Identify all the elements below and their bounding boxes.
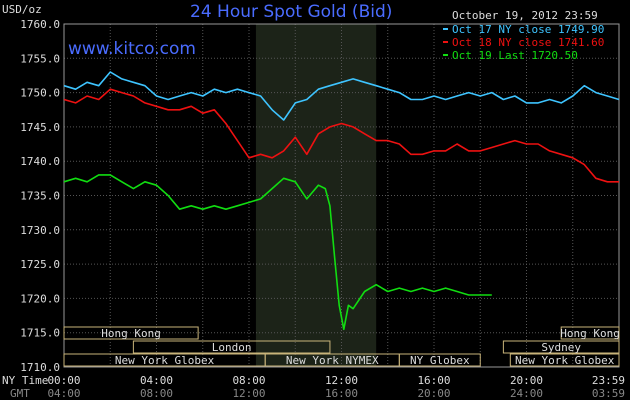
series-line-oct-19: [63, 174, 492, 331]
session-box: [132, 340, 331, 354]
y-axis-label: USD/oz: [2, 3, 42, 16]
ny-time-row-label: NY Time: [2, 374, 48, 387]
session-box: [509, 353, 620, 367]
x-tick-label-gmt: 24:00: [510, 387, 543, 400]
y-tick-label: 1745.0: [20, 121, 60, 134]
x-tick-label-gmt: 20:00: [417, 387, 450, 400]
session-label: Hong Kong: [101, 327, 161, 340]
date-label: October 19, 2012 23:59: [452, 9, 598, 22]
y-tick-label: 1750.0: [20, 87, 60, 100]
session-label: Hong Kong: [560, 327, 620, 340]
chart-title: 24 Hour Spot Gold (Bid): [190, 2, 392, 22]
y-tick-label: 1715.0: [20, 327, 60, 340]
x-tick-label-gmt: 08:00: [140, 387, 173, 400]
brand-watermark: www.kitco.com: [68, 39, 196, 59]
session-label: New York Globex: [515, 354, 615, 367]
y-tick-label: 1720.0: [20, 292, 60, 305]
y-tick-label: 1755.0: [20, 52, 60, 65]
y-tick-label: 1735.0: [20, 190, 60, 203]
session-box: [502, 340, 620, 354]
x-tick-label-ny: 00:00: [47, 374, 80, 387]
x-tick-label-gmt: 12:00: [232, 387, 265, 400]
x-tick-label-ny: 20:00: [510, 374, 543, 387]
x-tick-label-ny: 23:59: [592, 374, 625, 387]
series-line-oct-18: [63, 88, 619, 183]
session-label: NY Globex: [410, 354, 470, 367]
y-tick-label: 1740.0: [20, 155, 60, 168]
session-box: [560, 326, 620, 340]
session-label: New York NYMEX: [286, 354, 379, 367]
session-label: New York Globex: [115, 354, 215, 367]
y-tick-label: 1730.0: [20, 224, 60, 237]
x-tick-label-ny: 08:00: [232, 374, 265, 387]
y-tick-label: 1710.0: [20, 361, 60, 374]
plot-frame: [63, 23, 620, 368]
legend-entry: Oct 17 NY close 1749.90: [452, 23, 604, 36]
session-label: Sydney: [541, 341, 581, 354]
gmt-row-label: GMT: [10, 387, 30, 400]
x-tick-label-ny: 04:00: [140, 374, 173, 387]
session-box: [398, 353, 481, 367]
session-label: London: [212, 341, 252, 354]
session-box: [63, 326, 199, 340]
y-tick-label: 1760.0: [20, 18, 60, 31]
legend-entry: Oct 19 Last 1720.50: [452, 49, 578, 62]
x-tick-label-gmt: 03:59: [592, 387, 625, 400]
x-tick-label-ny: 12:00: [325, 374, 358, 387]
x-tick-label-gmt: 04:00: [47, 387, 80, 400]
x-tick-label-gmt: 16:00: [325, 387, 358, 400]
series-line-oct-17: [63, 71, 620, 121]
legend-entry: Oct 18 NY close 1741.60: [452, 36, 604, 49]
y-tick-label: 1725.0: [20, 258, 60, 271]
x-tick-label-ny: 16:00: [417, 374, 450, 387]
